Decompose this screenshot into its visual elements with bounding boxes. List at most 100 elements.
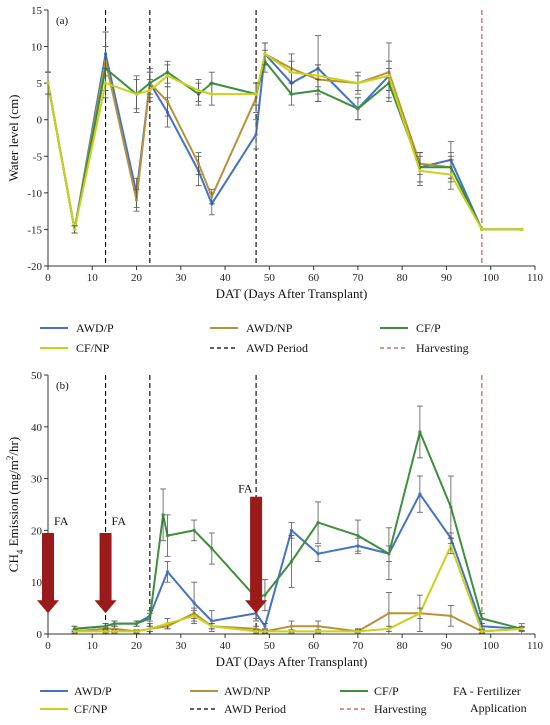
y-tick-label: -5 xyxy=(33,151,43,163)
data-point xyxy=(289,92,294,96)
data-point xyxy=(356,81,360,85)
legend-b: AWD/P AWD/NP CF/P CF/NP AWD Period Harvesting… xyxy=(40,684,527,716)
x-tick-label: 100 xyxy=(482,640,499,652)
y-tick-label: 0 xyxy=(37,629,43,641)
data-point xyxy=(263,629,267,634)
data-point xyxy=(46,81,50,85)
x-tick-label: 50 xyxy=(264,640,276,652)
data-point xyxy=(161,513,165,517)
y-tick-label: 5 xyxy=(37,78,43,90)
x-tick-label: 0 xyxy=(45,272,51,284)
y-tick-label: 30 xyxy=(31,474,43,486)
fa-arrow-head xyxy=(245,600,268,614)
legend-label: AWD/P xyxy=(76,321,114,335)
x-tick-label: 60 xyxy=(308,272,320,284)
y-tick-label: -15 xyxy=(27,224,42,236)
fa-arrow-shaft xyxy=(250,496,263,602)
data-point xyxy=(165,622,170,626)
fa-arrow-head xyxy=(94,600,117,614)
legend-label: CF/P xyxy=(416,321,441,335)
data-point xyxy=(289,70,294,74)
data-point xyxy=(103,624,108,628)
data-point xyxy=(72,227,77,232)
data-point xyxy=(356,533,360,538)
data-point xyxy=(148,88,152,93)
y-axis-title: Water level (cm) xyxy=(6,94,21,181)
legend-label: AWD/P xyxy=(74,684,112,698)
legend-label: CF/P xyxy=(374,684,399,698)
data-point xyxy=(148,616,152,621)
panel-label: (a) xyxy=(56,15,69,27)
y-tick-label: -20 xyxy=(27,261,42,273)
x-axis-title: DAT (Days After Transplant) xyxy=(216,654,368,669)
data-point xyxy=(480,629,484,634)
data-point xyxy=(134,622,139,626)
y-tick-label: 50 xyxy=(31,370,43,382)
data-point xyxy=(165,74,170,78)
y-tick-label: 15 xyxy=(31,5,43,17)
data-point xyxy=(254,92,258,96)
x-tick-label: 70 xyxy=(352,640,364,652)
panel-label: (b) xyxy=(56,380,69,392)
data-point xyxy=(316,521,320,525)
data-point xyxy=(103,81,108,85)
data-point xyxy=(449,505,453,509)
x-tick-label: 80 xyxy=(397,272,409,284)
legend-label: CF/NP xyxy=(74,702,108,716)
data-point xyxy=(316,74,320,78)
data-point xyxy=(210,92,214,96)
x-tick-label: 70 xyxy=(352,272,364,284)
data-point xyxy=(387,552,391,556)
legend-label: AWD Period xyxy=(246,341,308,355)
data-point xyxy=(316,88,320,93)
data-point xyxy=(196,88,201,93)
data-point xyxy=(480,227,484,232)
x-tick-label: 110 xyxy=(527,640,544,652)
y-tick-label: 20 xyxy=(31,525,43,537)
series-line-cf-np xyxy=(74,544,522,633)
data-point xyxy=(148,627,152,631)
data-point xyxy=(449,172,453,177)
data-point xyxy=(165,533,170,538)
y-tick-label: 40 xyxy=(31,422,43,434)
x-axis-title: DAT (Days After Transplant) xyxy=(216,286,368,301)
data-point xyxy=(112,629,117,634)
fa-label: FA xyxy=(112,514,127,528)
x-tick-label: 40 xyxy=(220,272,232,284)
series-line-cf-p xyxy=(74,431,522,630)
data-point xyxy=(316,629,320,634)
chart-panel-b: 0 10 20 30 40 50 60 70 80 90 100 110 0 10 20 30 40 50 DAT … xyxy=(5,370,544,669)
legend-label: Harvesting xyxy=(416,341,469,355)
y-axis-title: CH4 Emission (mg/m2/hr) xyxy=(5,437,25,572)
data-point xyxy=(254,629,258,634)
data-point xyxy=(289,559,294,564)
fa-note-line1: FA - Fertilizer xyxy=(453,684,521,698)
data-point xyxy=(134,92,139,96)
data-point xyxy=(263,52,267,56)
fa-arrow-shaft xyxy=(42,532,54,602)
data-point xyxy=(387,611,391,615)
legend-label: AWD Period xyxy=(224,702,286,716)
fa-label: FA xyxy=(54,514,69,528)
data-point xyxy=(112,622,117,626)
data-point xyxy=(418,430,422,434)
legend-label: AWD/NP xyxy=(246,321,293,335)
data-point xyxy=(165,99,170,104)
data-point xyxy=(165,570,170,574)
data-point xyxy=(316,552,320,556)
x-tick-label: 60 xyxy=(308,640,320,652)
data-point xyxy=(520,627,524,631)
data-point xyxy=(103,629,108,634)
data-point xyxy=(418,492,422,496)
data-point xyxy=(134,198,139,202)
fa-note-line2: Application xyxy=(470,701,527,715)
data-point xyxy=(316,624,320,628)
data-point xyxy=(192,528,196,533)
data-point xyxy=(289,629,294,634)
x-tick-label: 10 xyxy=(87,640,99,652)
x-tick-label: 10 xyxy=(87,272,99,284)
data-point xyxy=(210,546,214,551)
legend-label: CF/NP xyxy=(76,341,110,355)
data-point xyxy=(210,619,214,623)
